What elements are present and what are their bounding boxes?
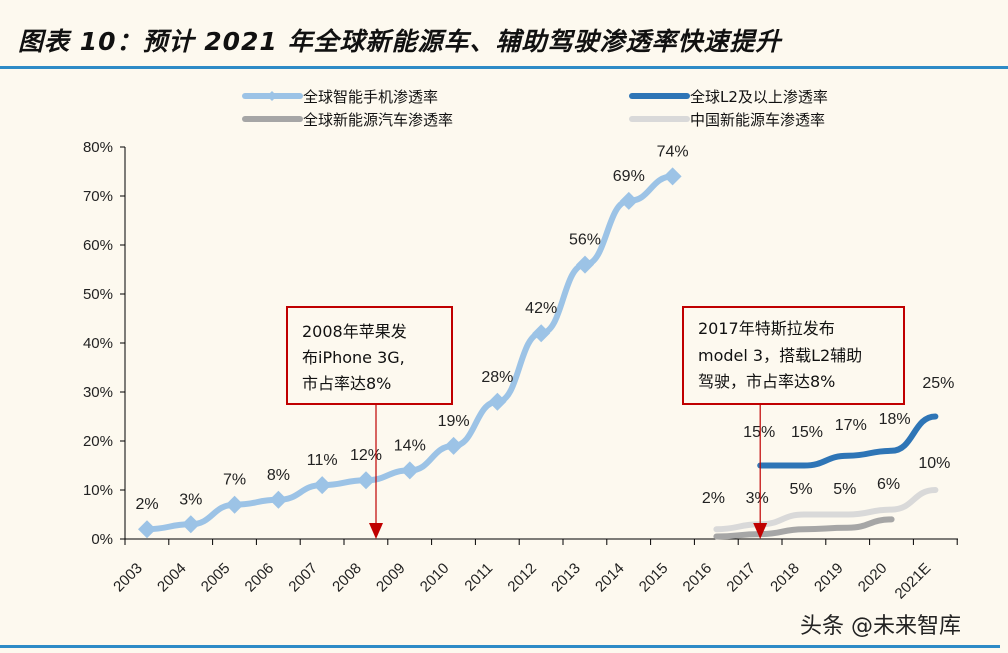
figure-title: 图表 10：预计 2021 年全球新能源车、辅助驾驶渗透率快速提升 [18,27,782,56]
legend-label: 全球新能源汽车渗透率 [303,111,453,129]
data-point-marker [357,471,375,490]
x-tick-label: 2009 [373,560,409,596]
data-label: 3% [746,490,769,507]
annotation-text: 市占率达8% [302,374,391,393]
data-label: 14% [394,437,426,454]
x-tick-label: 2013 [548,560,584,596]
data-point-marker [576,255,594,274]
data-label: 74% [657,143,689,160]
annotation-text: 驾驶，市占率达8% [698,372,835,391]
x-tick-label: 2019 [811,560,847,596]
y-tick-label: 20% [83,433,113,450]
x-tick-label: 2003 [110,560,146,596]
x-tick-label: 2005 [198,560,234,596]
data-point-marker [488,392,507,411]
annotation-text: 2017年特斯拉发布 [698,319,835,338]
annotation-text: 2008年苹果发 [302,322,407,341]
x-tick-label: 2017 [723,560,759,596]
data-label: 42% [525,300,557,317]
x-tick-label: 2012 [504,560,540,596]
legend-label: 中国新能源车渗透率 [690,111,825,129]
legend-label: 全球智能手机渗透率 [303,88,438,106]
data-label: 69% [613,168,645,185]
data-point-marker [400,461,419,480]
data-label: 7% [223,472,246,489]
y-tick-label: 10% [83,482,113,499]
annotation-arrowhead [753,523,768,539]
data-label: 56% [569,232,601,249]
x-tick-label: 2011 [461,560,496,595]
y-tick-label: 30% [83,384,113,401]
y-tick-label: 40% [83,335,113,352]
x-tick-label: 2021E [892,560,935,603]
data-label: 18% [879,411,911,428]
data-label: 8% [267,467,290,484]
data-label: 10% [918,455,950,472]
title-divider [0,66,1008,69]
annotation-box [682,306,905,405]
x-tick-label: 2018 [767,560,803,596]
data-point-marker [313,476,332,495]
data-label: 3% [179,491,202,508]
x-tick-label: 2006 [242,560,278,596]
data-label: 28% [481,369,513,386]
data-label: 11% [307,452,338,469]
data-point-marker [138,520,156,539]
data-label: 6% [877,476,900,493]
annotation-arrowhead [369,523,383,539]
data-point-marker [532,324,551,343]
x-tick-label: 2020 [855,560,891,596]
data-point-marker [619,191,638,210]
data-label: 15% [743,424,775,441]
data-label: 2% [702,490,725,507]
data-label: 2% [135,496,158,513]
data-label: 19% [438,413,470,430]
watermark: 头条 @未来智库 [800,614,961,639]
data-label: 25% [922,375,954,392]
y-tick-label: 80% [83,139,113,156]
y-tick-label: 60% [83,237,113,254]
x-tick-label: 2016 [680,560,716,596]
x-tick-label: 2008 [329,560,365,596]
data-point-marker [444,436,463,455]
data-point-marker [663,167,682,186]
x-tick-label: 2010 [417,560,453,596]
data-point-marker [181,515,200,534]
data-label: 5% [789,481,812,498]
bottom-divider [0,645,1000,648]
y-tick-label: 70% [83,188,113,205]
y-tick-label: 50% [83,286,113,303]
x-tick-label: 2004 [154,560,190,596]
annotation-text: model 3，搭载L2辅助 [698,346,862,365]
x-tick-label: 2014 [592,560,628,596]
legend-marker [267,91,277,101]
data-label: 5% [833,481,856,498]
annotation-text: 布iPhone 3G, [302,348,405,367]
data-point-marker [269,490,288,509]
x-tick-label: 2007 [285,560,321,596]
legend-label: 全球L2及以上渗透率 [690,88,828,106]
y-tick-label: 0% [91,531,113,548]
data-label: 17% [835,417,867,434]
x-tick-label: 2015 [636,560,672,596]
data-label: 15% [791,424,823,441]
series-line [713,516,895,540]
series-line [757,413,939,469]
data-point-marker [225,495,244,514]
data-label: 12% [350,447,382,464]
annotation-box [286,306,453,405]
